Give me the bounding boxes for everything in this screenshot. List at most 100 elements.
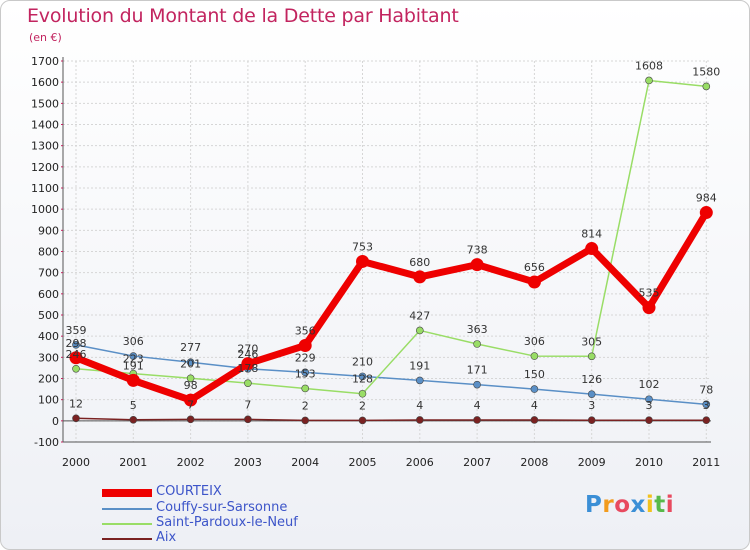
- data-point: [126, 373, 140, 387]
- x-tick-label: 2000: [62, 456, 90, 469]
- x-tick-label: 2006: [406, 456, 434, 469]
- data-point: [587, 352, 596, 361]
- data-point: [358, 389, 367, 398]
- data-label: 3: [588, 399, 595, 412]
- legend-entry: COURTEIX: [156, 484, 222, 499]
- data-label: 246: [66, 348, 87, 361]
- data-point: [415, 376, 424, 385]
- data-label: 4: [531, 399, 538, 412]
- y-tick-label: 1700: [31, 55, 59, 68]
- data-label: 427: [409, 309, 430, 322]
- data-label: 306: [123, 335, 144, 348]
- data-label: 7: [187, 398, 194, 411]
- data-label: 1608: [635, 59, 663, 72]
- data-point: [702, 416, 711, 424]
- data-point: [702, 400, 711, 409]
- data-point: [301, 384, 310, 393]
- data-label: 356: [295, 324, 316, 337]
- x-tick-label: 2001: [119, 456, 147, 469]
- data-label: 246: [237, 348, 258, 361]
- data-point: [186, 358, 195, 367]
- data-label: 656: [524, 261, 545, 274]
- data-point: [530, 416, 539, 424]
- data-point: [470, 258, 484, 272]
- data-point: [645, 395, 653, 404]
- series-line-3: [75, 417, 707, 422]
- data-label: 535: [639, 287, 660, 300]
- data-label: 2: [359, 399, 366, 412]
- data-label: 223: [123, 353, 144, 366]
- y-tick-label: -100: [34, 436, 59, 449]
- data-point: [530, 385, 539, 393]
- chart-title: Evolution du Montant de la Dette par Hab…: [27, 5, 459, 27]
- data-point: [527, 275, 541, 289]
- data-point: [699, 206, 713, 220]
- data-label: 78: [699, 383, 713, 396]
- y-tick-label: 700: [38, 267, 59, 280]
- logo-letter: o: [614, 492, 631, 518]
- y-tick-label: 1000: [31, 203, 59, 216]
- data-label: 128: [352, 373, 373, 386]
- y-tick-label: 1300: [31, 140, 59, 153]
- legend-entry: Saint-Pardoux-le-Neuf: [156, 515, 298, 530]
- data-label: 2: [302, 399, 309, 412]
- y-tick-label: 400: [38, 330, 59, 343]
- y-tick-label: 900: [38, 224, 59, 237]
- y-tick-label: 800: [38, 246, 59, 259]
- x-tick-label: 2002: [177, 456, 205, 469]
- data-point: [473, 416, 481, 424]
- data-point: [241, 357, 255, 371]
- logo-letter: P: [585, 492, 603, 518]
- data-label: 814: [581, 228, 602, 241]
- data-label: 305: [581, 335, 602, 348]
- data-point: [186, 374, 195, 383]
- data-label: 298: [66, 337, 87, 350]
- data-label: 359: [66, 324, 87, 337]
- data-label: 191: [123, 359, 144, 372]
- data-point: [642, 301, 656, 315]
- proxiti-logo: Proxiti: [585, 492, 674, 518]
- data-point: [587, 416, 596, 424]
- logo-letter: t: [654, 492, 666, 518]
- data-label: 1580: [692, 65, 720, 78]
- data-label: 680: [409, 256, 430, 269]
- logo-letter: i: [645, 492, 655, 518]
- data-label: 201: [180, 357, 201, 370]
- data-point: [702, 82, 711, 91]
- data-point: [244, 415, 252, 424]
- data-label: 277: [180, 341, 201, 354]
- y-tick-label: 1200: [31, 161, 59, 174]
- data-label: 306: [524, 335, 545, 348]
- x-tick-label: 2003: [234, 456, 262, 469]
- data-point: [72, 364, 80, 373]
- data-point: [358, 416, 367, 425]
- data-label: 150: [524, 368, 545, 381]
- logo-letter: x: [630, 492, 646, 518]
- y-tick-label: 0: [52, 415, 59, 428]
- data-point: [298, 338, 312, 352]
- data-point: [473, 380, 481, 389]
- y-tick-label: 300: [38, 351, 59, 364]
- data-label: 191: [409, 359, 430, 372]
- data-point: [473, 340, 481, 348]
- data-label: 5: [130, 399, 137, 412]
- data-label: 98: [184, 379, 198, 392]
- y-tick-label: 500: [38, 309, 59, 322]
- data-label: 753: [352, 240, 373, 253]
- data-point: [72, 341, 80, 349]
- data-point: [72, 414, 80, 423]
- data-point: [184, 393, 198, 407]
- data-point: [587, 390, 596, 398]
- data-label: 171: [467, 364, 488, 377]
- y-tick-label: 1600: [31, 76, 59, 89]
- series-line-2: [75, 79, 707, 395]
- data-point: [530, 352, 539, 360]
- data-point: [645, 416, 653, 424]
- data-point: [186, 415, 195, 424]
- x-tick-label: 2004: [291, 456, 319, 469]
- data-label: 738: [467, 244, 488, 257]
- data-label: 984: [696, 192, 717, 205]
- data-point: [585, 242, 599, 256]
- data-point: [413, 270, 427, 284]
